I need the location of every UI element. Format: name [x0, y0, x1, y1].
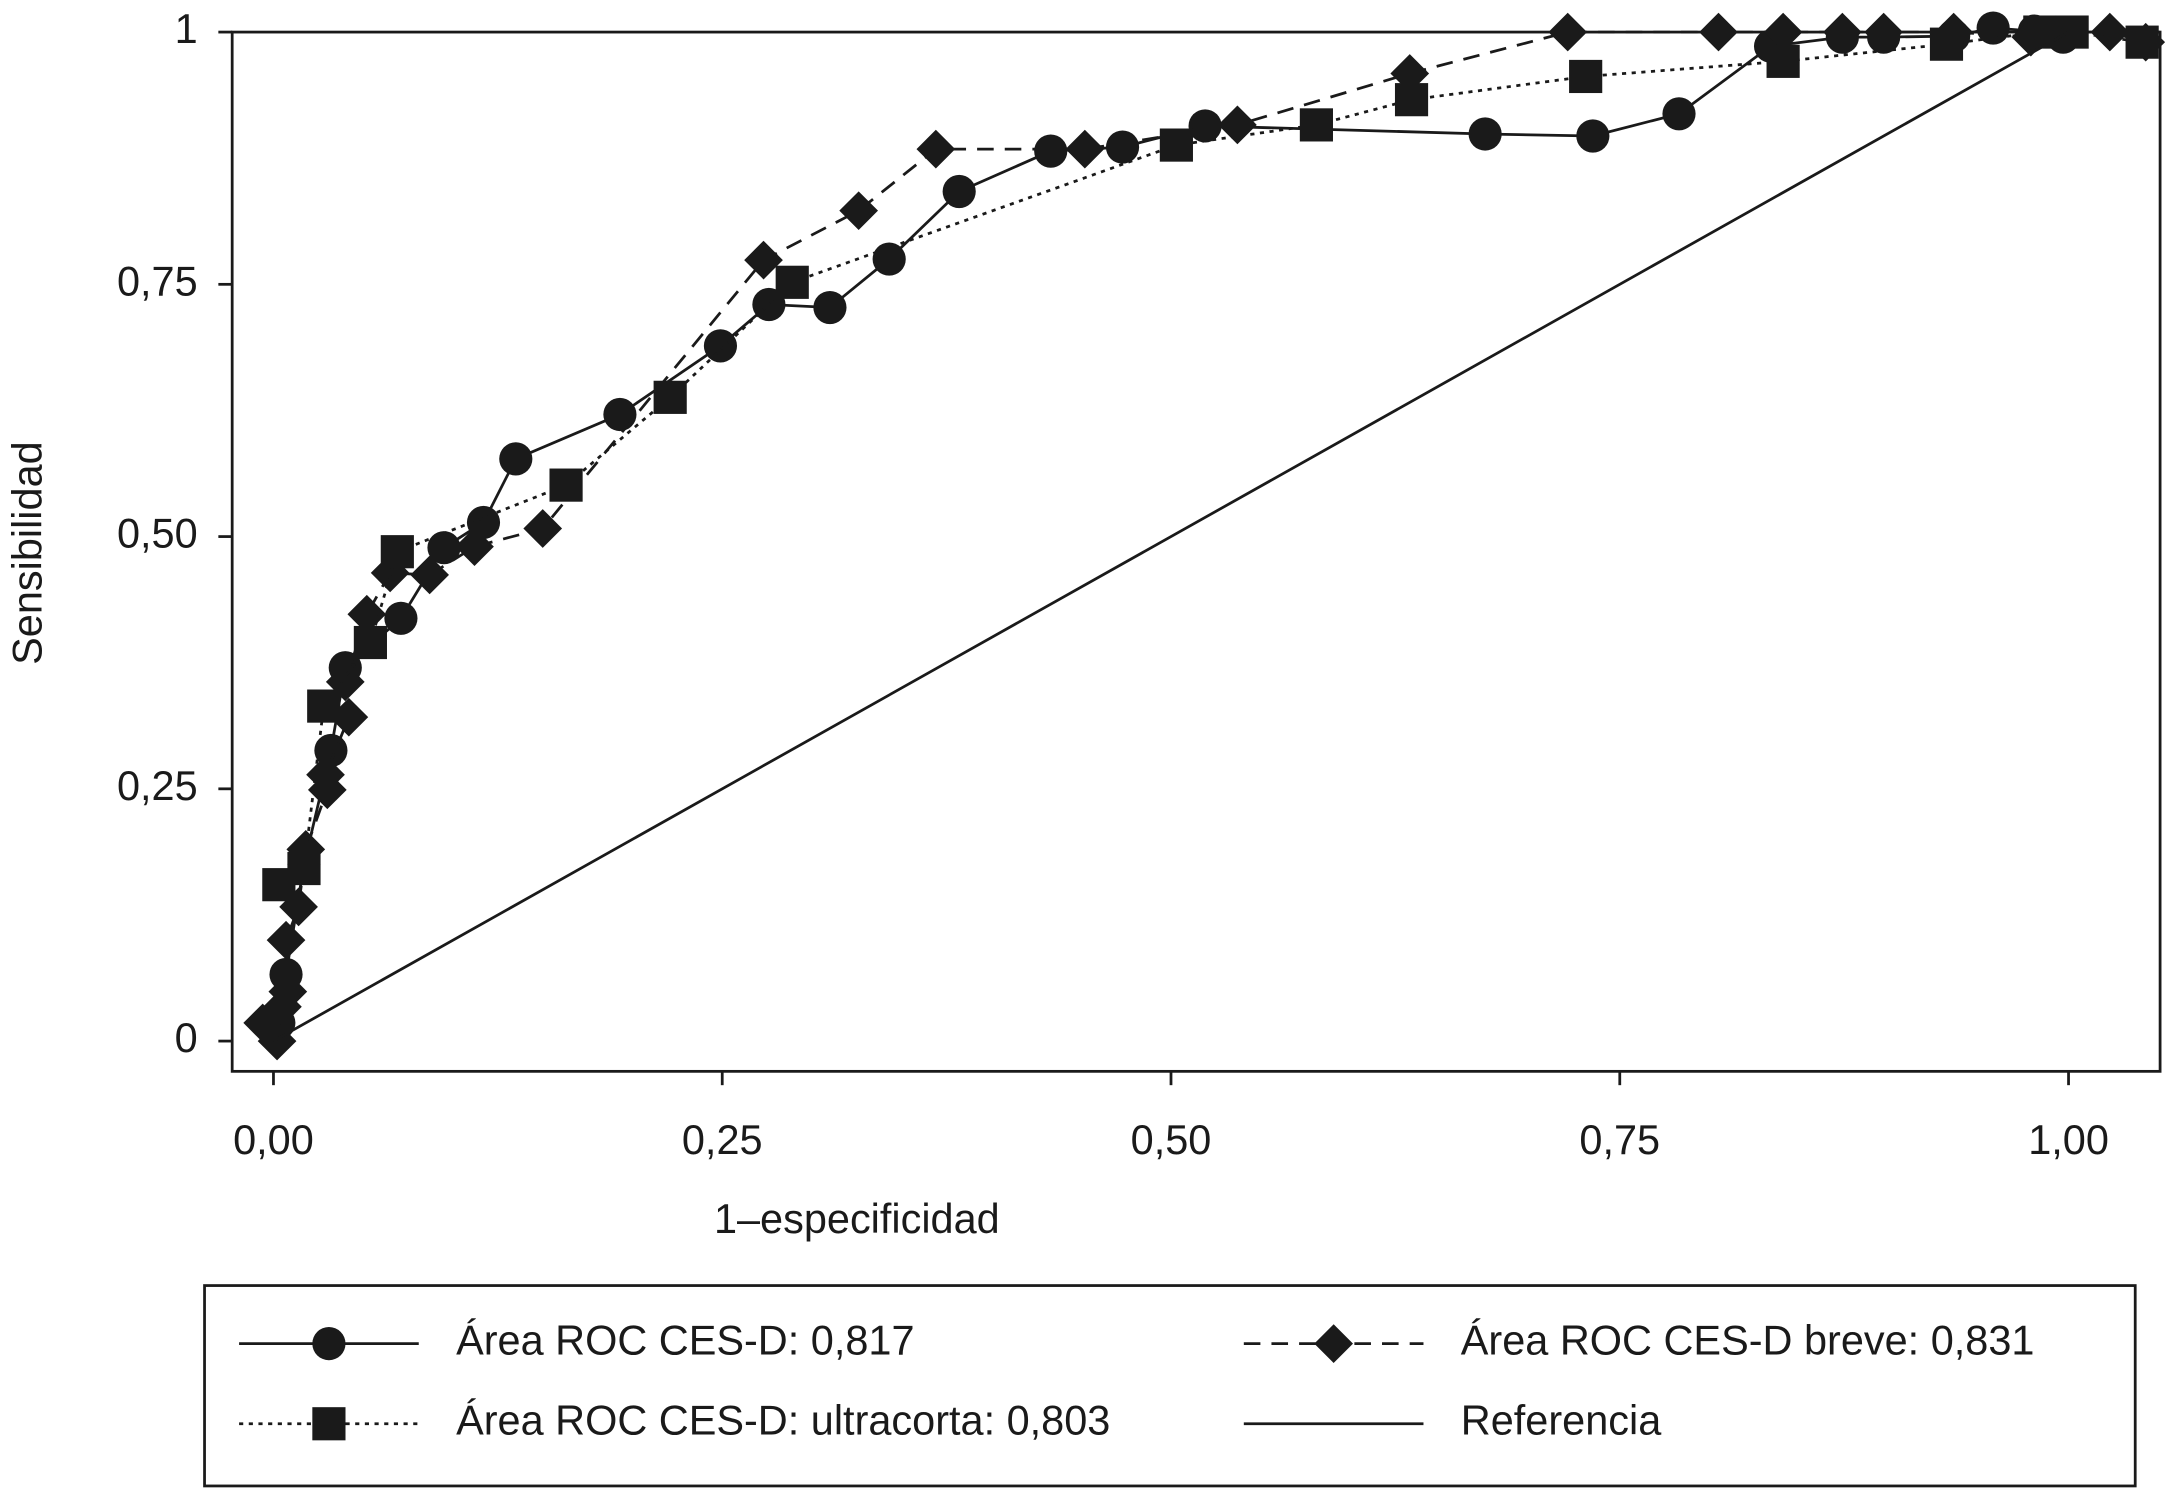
legend-marker — [312, 1407, 346, 1441]
data-point — [916, 129, 956, 169]
x-tick-label: 0,00 — [233, 1116, 314, 1163]
data-point — [1065, 129, 1105, 169]
y-tick-label: 0 — [175, 1014, 198, 1061]
data-point — [1763, 12, 1803, 52]
x-tick-label: 1,00 — [2028, 1116, 2109, 1163]
data-point — [1299, 108, 1333, 142]
data-point — [1864, 12, 1903, 52]
data-point — [1699, 12, 1738, 52]
data-point — [703, 329, 738, 363]
data-point — [1576, 119, 1610, 153]
legend-label: Área ROC CES-D: ultracorta: 0,803 — [456, 1397, 1110, 1444]
data-point — [1823, 12, 1862, 52]
plot-frame — [230, 30, 2162, 1073]
data-point — [1188, 109, 1222, 143]
y-tick-label: 0,75 — [117, 257, 198, 304]
data-point — [942, 174, 976, 209]
data-point — [287, 851, 321, 886]
legend-label: Referencia — [1461, 1397, 1662, 1444]
data-point — [455, 527, 494, 567]
data-point — [523, 509, 563, 548]
legend-label: Área ROC CES-D breve: 0,831 — [1461, 1317, 2035, 1364]
y-tick-label: 0,50 — [117, 510, 198, 557]
data-point — [384, 601, 418, 635]
data-point — [353, 625, 387, 660]
x-tick-label: 0,25 — [682, 1116, 763, 1163]
data-point — [1662, 97, 1696, 131]
data-point — [1468, 117, 1502, 151]
data-point — [1766, 44, 1800, 78]
data-point — [1034, 134, 1068, 168]
legend-marker — [312, 1327, 346, 1361]
data-point — [813, 290, 847, 325]
series-line — [278, 30, 2143, 886]
data-point — [549, 468, 583, 502]
y-axis-title: Sensibilidad — [3, 441, 50, 665]
x-axis-title: 1–especificidad — [714, 1195, 1000, 1242]
data-point — [603, 397, 637, 432]
x-tick-label: 0,50 — [1131, 1116, 1212, 1163]
data-point — [499, 442, 533, 476]
data-point — [872, 242, 906, 276]
data-point — [268, 972, 308, 1011]
legend-box — [203, 1284, 2137, 1488]
data-point — [257, 1021, 297, 1061]
data-point — [653, 380, 687, 414]
data-point — [1929, 27, 1964, 61]
data-point — [2125, 25, 2159, 59]
x-tick-label: 0,75 — [1579, 1116, 1660, 1163]
data-point — [1105, 130, 1140, 164]
data-point — [1569, 59, 1603, 94]
data-point — [1159, 128, 1193, 162]
data-point — [279, 887, 318, 927]
data-point — [839, 191, 879, 231]
legend-marker — [1314, 1324, 1353, 1363]
data-point — [1548, 12, 1588, 52]
data-point — [380, 535, 414, 569]
data-point — [307, 689, 341, 723]
data-point — [410, 555, 449, 595]
y-tick-label: 1 — [175, 5, 198, 52]
data-point — [1394, 83, 1429, 117]
data-point — [266, 920, 306, 960]
data-point — [427, 531, 461, 565]
y-tick-label: 0,25 — [117, 762, 198, 809]
data-point — [744, 240, 783, 280]
series-line — [272, 30, 2161, 1043]
legend-label: Área ROC CES-D: 0,817 — [456, 1317, 914, 1364]
data-point — [2023, 15, 2057, 49]
data-point — [775, 265, 809, 299]
